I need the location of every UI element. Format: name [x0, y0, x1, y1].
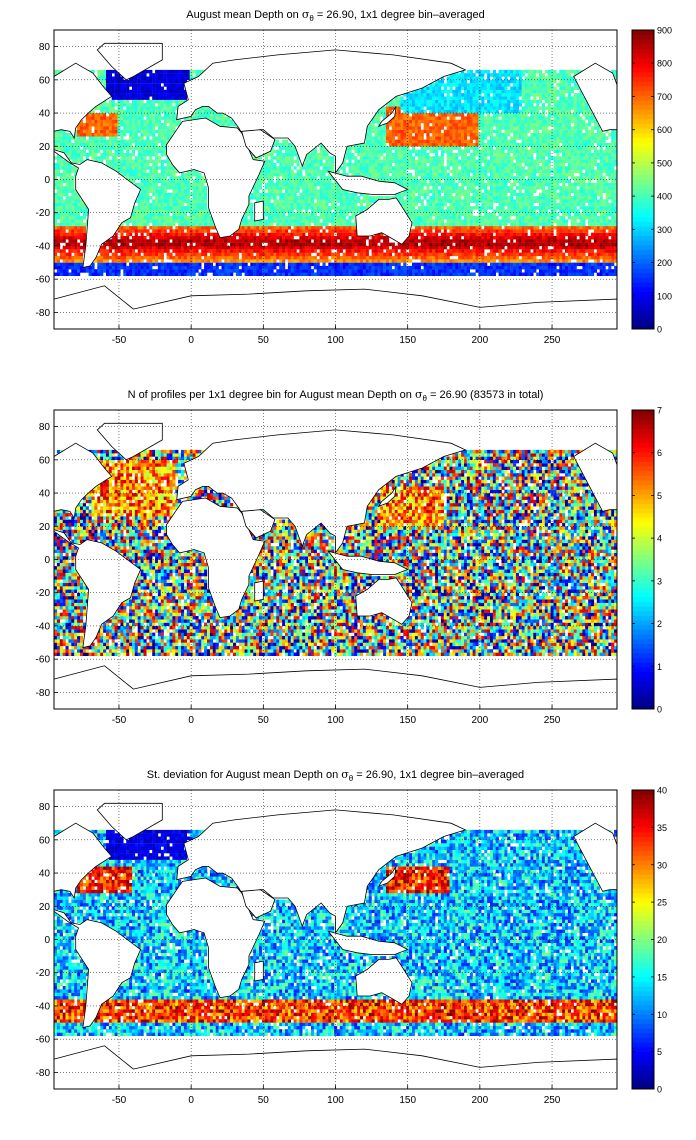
- y-tick-label: 60: [39, 75, 51, 86]
- colorbar-tick-label: 7: [657, 406, 662, 416]
- colorbar-tick-label: 900: [657, 26, 672, 36]
- x-tick-label: 250: [544, 715, 561, 726]
- y-tick-label: 80: [39, 422, 51, 433]
- chart-title: N of profiles per 1x1 degree bin for Aug…: [128, 388, 544, 403]
- colorbar-tick-label: 100: [657, 291, 672, 301]
- x-tick-label: 50: [258, 1095, 270, 1106]
- colorbar-tick-label: 0: [657, 705, 662, 715]
- chart-panel-1: -50 0 50 100 150 200 250806040200-20-40-60-80A…: [36, 8, 672, 346]
- colorbar-tick-label: 0: [657, 325, 662, 335]
- data-cells: [54, 829, 618, 1036]
- colorbar-tick-label: 5: [657, 1047, 662, 1057]
- colorbar-tick-label: 0: [657, 1085, 662, 1095]
- data-cells: [54, 449, 618, 656]
- y-tick-label: 0: [44, 935, 50, 946]
- data-cells: [54, 69, 618, 276]
- y-tick-label: -60: [36, 655, 51, 666]
- x-tick-label: 50: [258, 335, 270, 346]
- colorbar: 0 100 200 300 400 500 600 700 800 900: [631, 26, 672, 335]
- y-tick-label: -40: [36, 241, 51, 252]
- y-tick-label: 40: [39, 489, 51, 500]
- x-tick-label: 150: [399, 1095, 416, 1106]
- y-tick-label: 0: [44, 555, 50, 566]
- colorbar: 0 1 2 3 4 5 6 7: [631, 406, 662, 715]
- colorbar-tick-label: 35: [657, 823, 667, 833]
- x-tick-label: 250: [544, 335, 561, 346]
- y-tick-label: -80: [36, 688, 51, 699]
- y-tick-label: -20: [36, 208, 51, 219]
- grid-lines: [54, 790, 617, 1089]
- y-tick-label: -20: [36, 968, 51, 979]
- colorbar-tick-label: 2: [657, 619, 662, 629]
- colorbar-tick-label: 3: [657, 576, 662, 586]
- colorbar-tick-label: 20: [657, 935, 667, 945]
- y-tick-label: -60: [36, 1035, 51, 1046]
- y-tick-label: -40: [36, 621, 51, 632]
- x-tick-label: -50: [112, 1095, 127, 1106]
- y-tick-label: -60: [36, 275, 51, 286]
- chart-title: St. deviation for August mean Depth on σ…: [147, 768, 524, 783]
- x-tick-label: 250: [544, 1095, 561, 1106]
- coastlines: [53, 42, 618, 330]
- y-tick-label: 60: [39, 455, 51, 466]
- chart-panel-2: -50 0 50 100 150 200 250806040200-20-40-60-80N…: [36, 388, 662, 726]
- x-tick-label: 200: [472, 1095, 489, 1106]
- y-tick-label: -80: [36, 308, 51, 319]
- x-tick-label: 200: [472, 715, 489, 726]
- y-tick-label: -80: [36, 1068, 51, 1079]
- y-tick-label: 40: [39, 869, 51, 880]
- colorbar-tick-label: 600: [657, 125, 672, 135]
- x-tick-label: 50: [258, 715, 270, 726]
- colorbar-tick-label: 40: [657, 786, 667, 796]
- y-tick-label: -20: [36, 588, 51, 599]
- colorbar-tick-label: 6: [657, 448, 662, 458]
- x-tick-label: 150: [399, 715, 416, 726]
- colorbar-tick-label: 300: [657, 225, 672, 235]
- y-tick-label: 20: [39, 902, 51, 913]
- colorbar-tick-label: 1: [657, 662, 662, 672]
- grid-lines: [54, 30, 617, 329]
- x-tick-label: 100: [327, 335, 344, 346]
- y-tick-label: -40: [36, 1001, 51, 1012]
- colorbar: 0 5 10 15 20 25 30 35 40: [631, 786, 667, 1095]
- x-tick-label: 0: [188, 335, 194, 346]
- grid-lines: [54, 410, 617, 709]
- y-tick-label: 80: [39, 42, 51, 53]
- x-tick-label: 150: [399, 335, 416, 346]
- x-tick-label: -50: [112, 715, 127, 726]
- colorbar-tick-label: 500: [657, 158, 672, 168]
- colorbar-tick-label: 30: [657, 860, 667, 870]
- colorbar-tick-label: 700: [657, 92, 672, 102]
- colorbar-tick-label: 5: [657, 491, 662, 501]
- colorbar-tick-label: 4: [657, 534, 662, 544]
- chart-panel-3: -50 0 50 100 150 200 250806040200-20-40-60-80S…: [36, 768, 667, 1106]
- x-tick-label: 100: [327, 1095, 344, 1106]
- x-tick-label: 200: [472, 335, 489, 346]
- x-tick-label: 100: [327, 715, 344, 726]
- y-tick-label: 40: [39, 109, 51, 120]
- colorbar-tick-label: 800: [657, 59, 672, 69]
- x-tick-label: -50: [112, 335, 127, 346]
- colorbar-tick-label: 15: [657, 972, 667, 982]
- y-tick-label: 20: [39, 522, 51, 533]
- colorbar-tick-label: 25: [657, 898, 667, 908]
- x-tick-label: 0: [188, 1095, 194, 1106]
- y-tick-label: 60: [39, 835, 51, 846]
- colorbar-tick-label: 10: [657, 1010, 667, 1020]
- x-tick-label: 0: [188, 715, 194, 726]
- chart-title: August mean Depth on σθ = 26.90, 1x1 deg…: [186, 8, 485, 23]
- y-tick-label: 0: [44, 175, 50, 186]
- colorbar-tick-label: 200: [657, 258, 672, 268]
- colorbar-tick-label: 400: [657, 192, 672, 202]
- y-tick-label: 20: [39, 142, 51, 153]
- y-tick-label: 80: [39, 802, 51, 813]
